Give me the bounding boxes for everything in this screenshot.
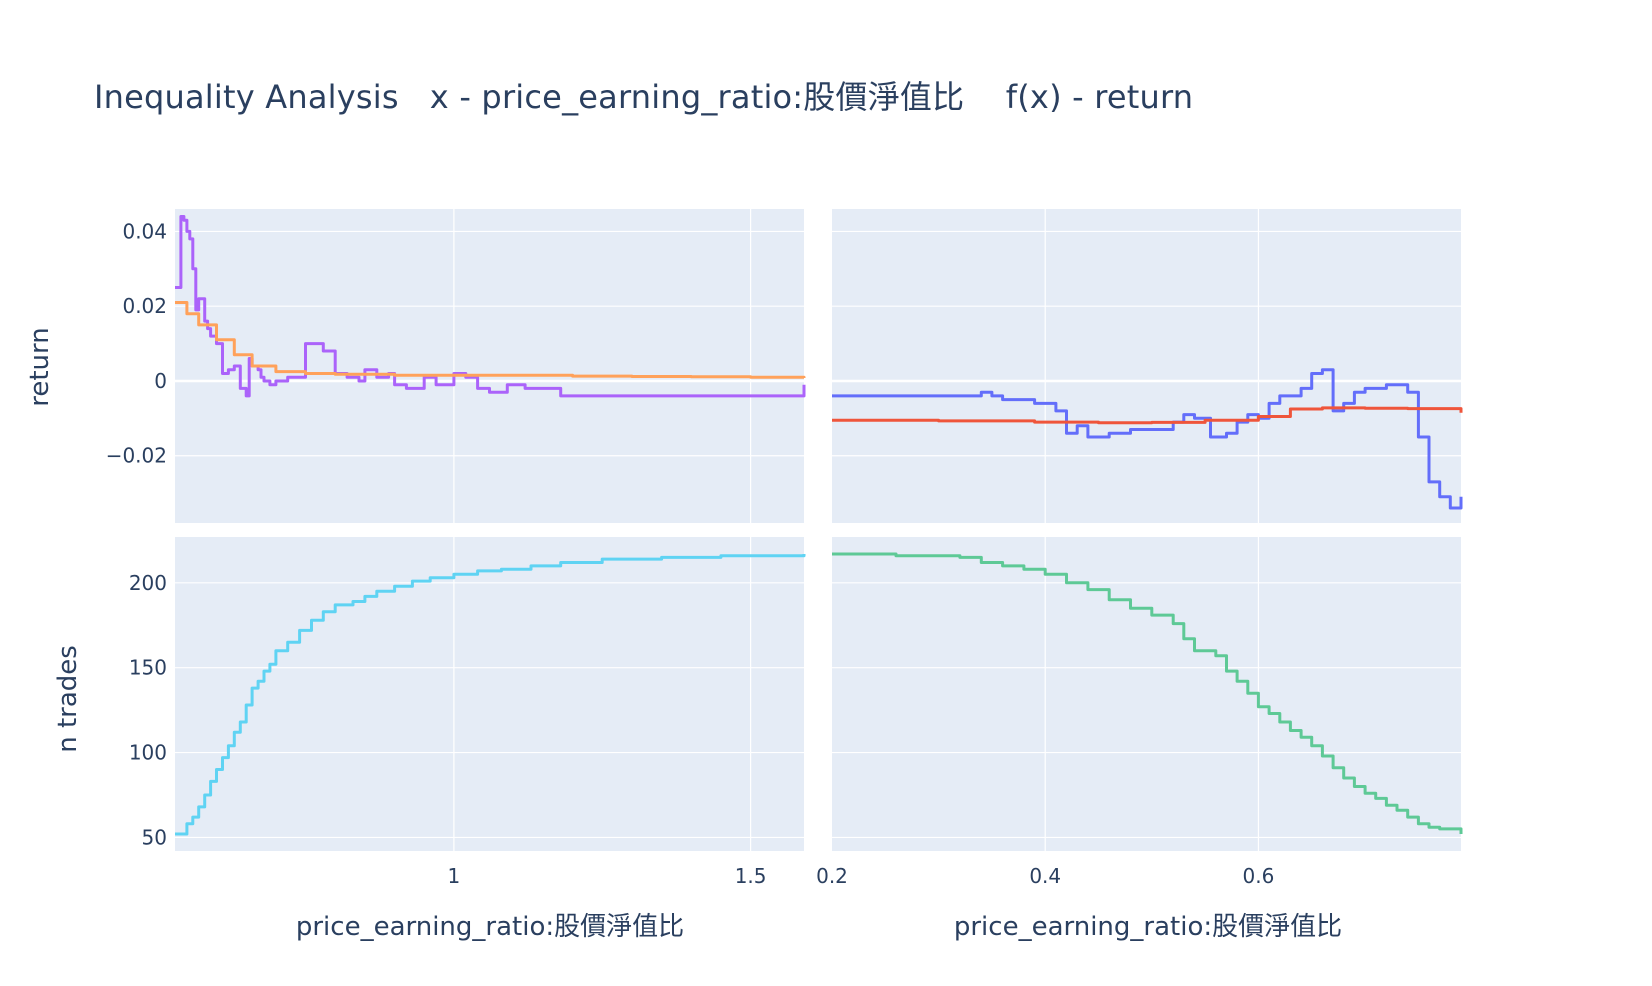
series-line-raw	[832, 368, 1463, 510]
xlabel-right: price_earning_ratio:股價淨值比	[954, 912, 1342, 942]
ytick-label: 200	[129, 571, 167, 595]
series-line-trades	[832, 552, 1463, 834]
xlabel-left: price_earning_ratio:股價淨值比	[296, 912, 684, 942]
ytick-label: 0.04	[122, 219, 167, 243]
ytick-label: 100	[129, 741, 167, 765]
series-line-trades	[175, 554, 806, 836]
panel-top-left: 0.04 0.02 0 −0.02	[106, 209, 806, 523]
plot-area-top-right	[832, 209, 1461, 523]
panel-bottom-left: 200 150 100 50 1 1.5	[129, 537, 806, 888]
plot-area-bottom-right	[832, 537, 1461, 851]
panel-top-right	[832, 209, 1463, 523]
plot-area-top-left	[175, 209, 804, 523]
ylabel-bottom: n trades	[53, 645, 83, 753]
plot-area-bottom-left	[175, 537, 804, 851]
series-line-smooth	[175, 301, 806, 379]
chart-panels: 0.04 0.02 0 −0.02 200 150 100 50 1 1.5 0.2 0.4 0.6	[106, 209, 1463, 888]
xtick-label: 0.2	[816, 864, 848, 888]
ytick-label: 50	[142, 825, 167, 849]
xtick-label: 0.4	[1029, 864, 1061, 888]
xtick-label: 1.5	[735, 864, 767, 888]
ytick-label: 0.02	[122, 294, 167, 318]
ylabel-top: return	[25, 327, 55, 407]
ytick-label: 150	[129, 656, 167, 680]
page-title: Inequality Analysis x - price_earning_ra…	[94, 78, 1194, 116]
series-line-raw	[175, 215, 806, 398]
xtick-label: 0.6	[1243, 864, 1275, 888]
ytick-label: 0	[154, 369, 167, 393]
panel-bottom-right: 0.2 0.4 0.6	[816, 537, 1463, 888]
xtick-label: 1	[448, 864, 461, 888]
ytick-label: −0.02	[106, 444, 167, 468]
series-line-smooth	[832, 406, 1463, 425]
